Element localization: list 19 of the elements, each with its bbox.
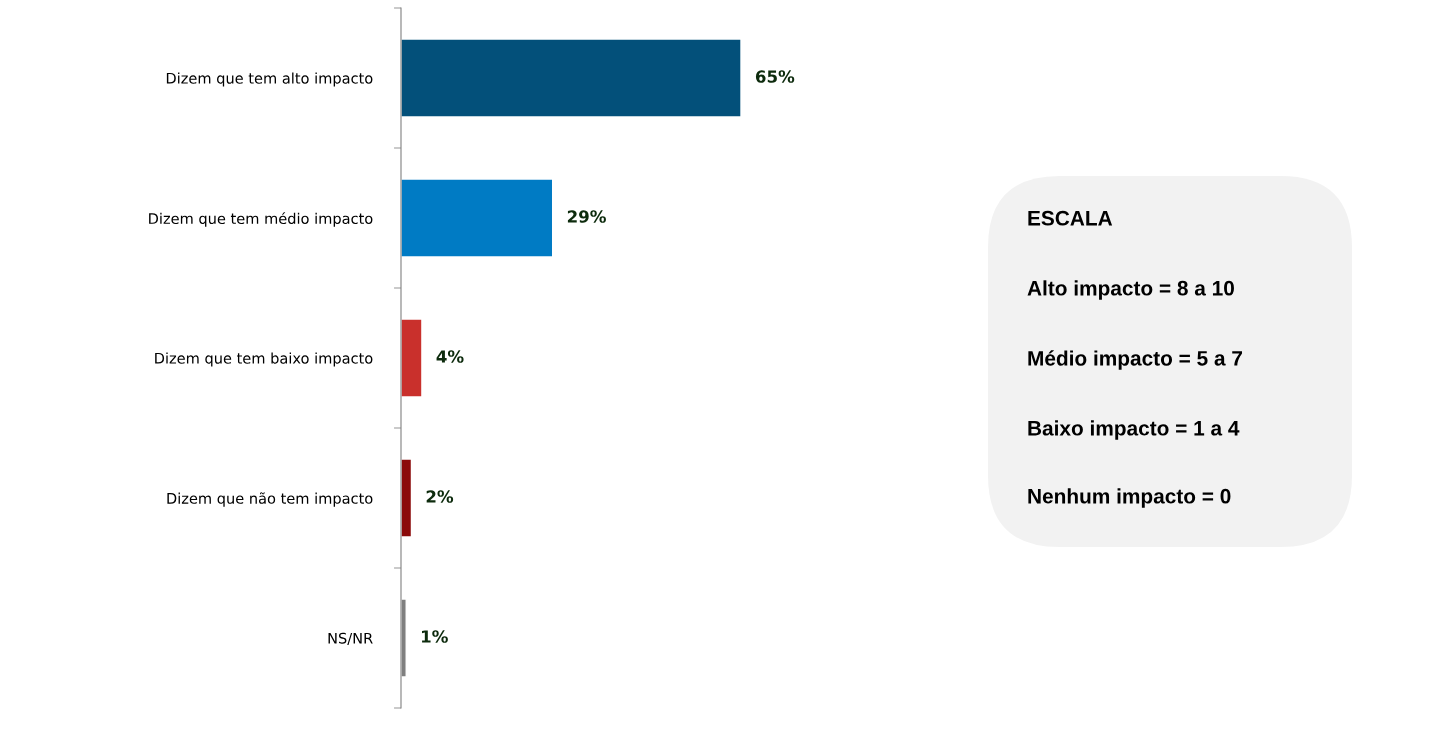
- data-label: 2%: [426, 490, 454, 503]
- text: Alto impacto = 8 a 10: [1027, 280, 1234, 300]
- text: Baixo impacto = 1 a 4: [1028, 420, 1240, 440]
- text: Médio impacto = 5 a 7: [1028, 350, 1243, 370]
- text: ESCALA: [1028, 210, 1113, 226]
- y-tick-label: Dizem que não tem impacto: [167, 492, 373, 507]
- bar: [401, 38, 741, 118]
- text: Nenhum impacto = 0: [1028, 488, 1231, 508]
- data-label: 29%: [567, 210, 606, 223]
- bar: [401, 178, 554, 258]
- bar: [401, 458, 413, 538]
- data-label: 1%: [422, 630, 448, 643]
- bar: [401, 318, 423, 398]
- data-label: 4%: [436, 350, 464, 363]
- y-tick-label: Dizem que tem baixo impacto: [155, 352, 373, 367]
- y-tick-label: Dizem que tem alto impacto: [166, 72, 373, 87]
- y-tick-label: NS/NR: [328, 632, 373, 645]
- y-tick-label: Dizem que tem médio impacto: [149, 212, 373, 227]
- data-label: 65%: [755, 70, 795, 83]
